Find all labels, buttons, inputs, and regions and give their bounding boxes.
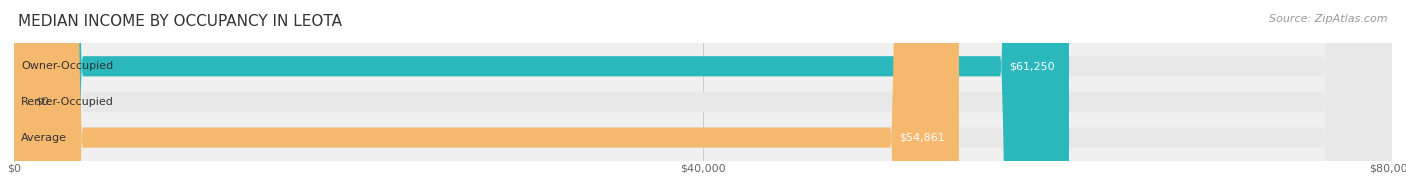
FancyBboxPatch shape — [14, 0, 1392, 196]
Text: Renter-Occupied: Renter-Occupied — [21, 97, 114, 107]
FancyBboxPatch shape — [14, 0, 1069, 196]
Text: Average: Average — [21, 132, 67, 142]
Text: $54,861: $54,861 — [900, 132, 945, 142]
Text: MEDIAN INCOME BY OCCUPANCY IN LEOTA: MEDIAN INCOME BY OCCUPANCY IN LEOTA — [18, 14, 342, 29]
Text: Owner-Occupied: Owner-Occupied — [21, 61, 114, 71]
FancyBboxPatch shape — [14, 0, 959, 196]
FancyBboxPatch shape — [14, 0, 1392, 196]
Text: Source: ZipAtlas.com: Source: ZipAtlas.com — [1270, 14, 1388, 24]
Text: $0: $0 — [35, 97, 49, 107]
FancyBboxPatch shape — [14, 0, 1392, 196]
Text: $61,250: $61,250 — [1010, 61, 1056, 71]
